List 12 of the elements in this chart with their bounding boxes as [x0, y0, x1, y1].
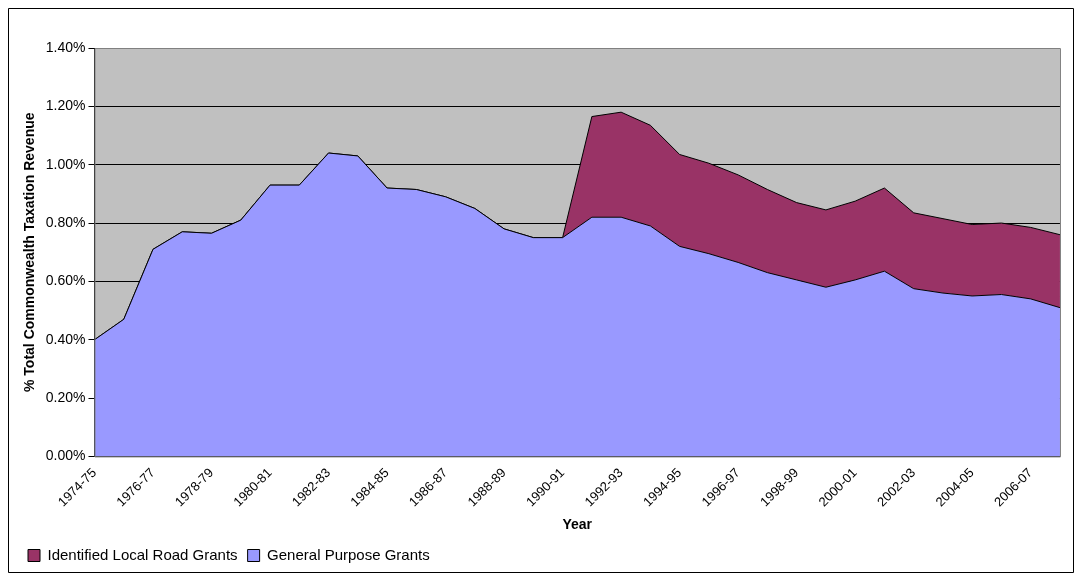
y-tick-label: 0.40% — [45, 330, 86, 347]
x-axis-title: Year — [562, 516, 593, 533]
y-tick-label: 1.20% — [45, 97, 86, 114]
y-tick-label: 0.00% — [45, 447, 86, 464]
y-tick-label: 1.40% — [45, 38, 86, 55]
legend-label: General Purpose Grants — [267, 545, 430, 563]
y-tick-label: 0.20% — [45, 388, 86, 405]
y-tick-label: 0.80% — [45, 213, 86, 230]
y-tick-label: 1.00% — [45, 155, 86, 172]
legend-label: Identified Local Road Grants — [47, 545, 238, 563]
y-tick-label: 0.60% — [45, 272, 86, 289]
y-axis-title: % Total Commonwealth Taxation Revenue — [21, 112, 38, 392]
